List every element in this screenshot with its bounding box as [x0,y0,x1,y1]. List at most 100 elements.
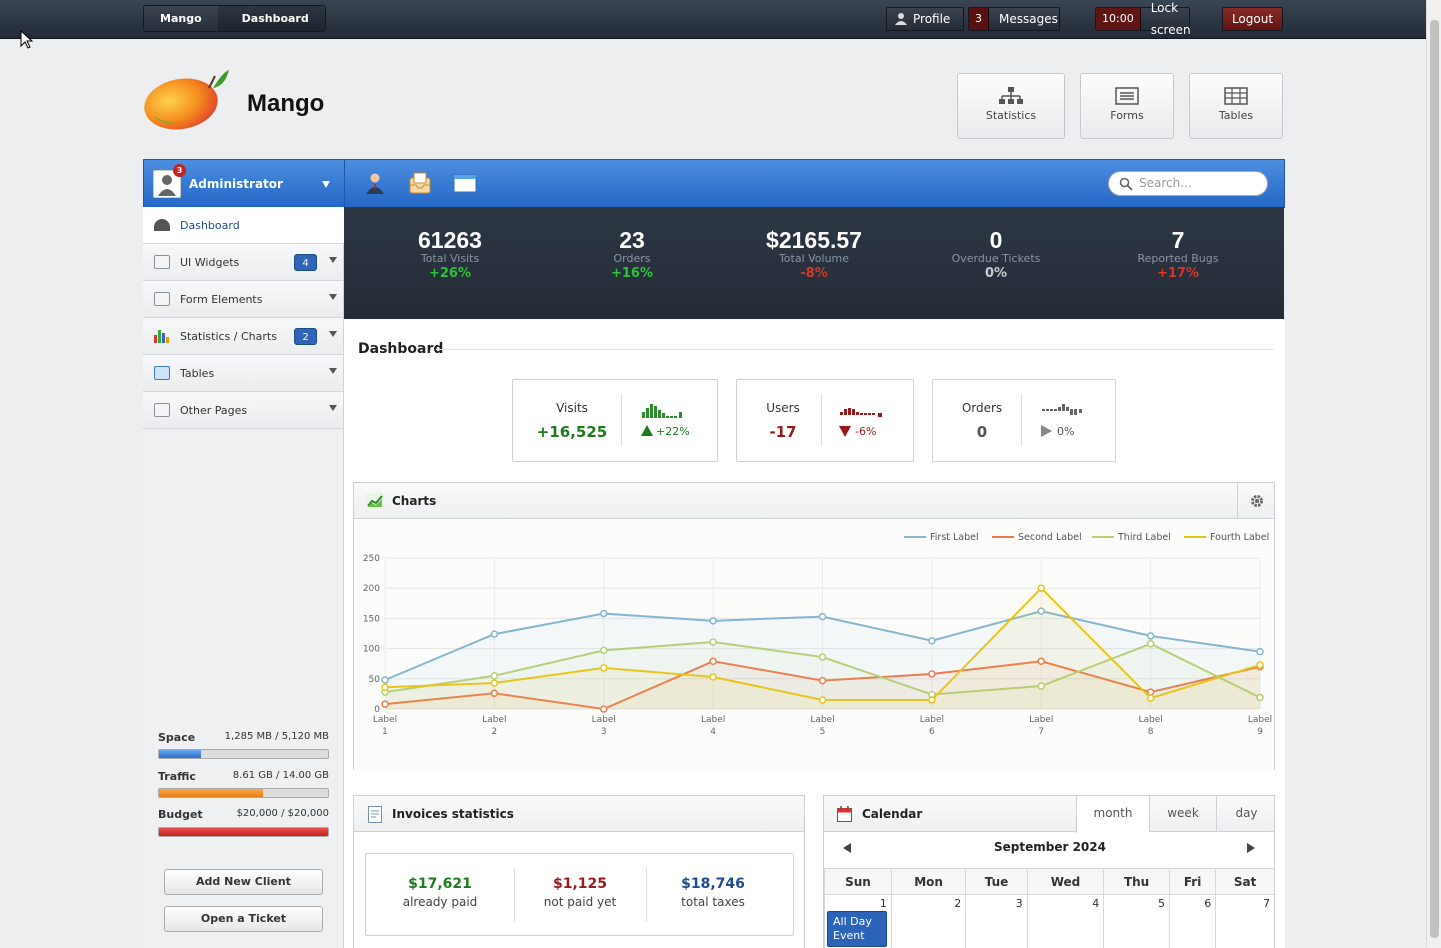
notification-badge: 3 [173,163,186,177]
tab-month[interactable]: month [1076,796,1149,833]
settings-button[interactable] [1237,483,1274,519]
data-point [709,657,717,666]
forms-quick-button[interactable]: Forms [1080,73,1174,139]
logout-button[interactable]: Logout [1222,7,1283,31]
traffic-label: Traffic [158,770,196,783]
breadcrumb-item[interactable]: Dashboard [217,6,325,31]
space-label: Space [158,731,196,744]
series-area [385,661,1260,709]
summary-stats: 61263 Total Visits +26% 23 Orders +16% $… [344,207,1284,319]
users-percent: -6% [855,425,877,438]
invoice-unpaid: $1,125 not paid yet [543,876,617,909]
x-tick-label: 8 [1148,727,1154,737]
weekday-header: Thu [1103,868,1170,895]
main-toolbar: 3 Administrator Search... [143,159,1285,208]
x-tick-label: Label [1029,715,1053,725]
sidebar-item-tables[interactable]: Tables [143,355,343,392]
messages-button[interactable]: 3 Messages [968,7,1060,31]
search-input[interactable]: Search... [1108,171,1268,196]
statistics-quick-button[interactable]: Statistics [957,73,1065,139]
main-content: Dashboard Visits +16,525 +22% Users -17 … [344,319,1285,948]
chevron-down-icon [329,257,337,263]
messages-count-badge: 3 [969,8,989,30]
stat-reported-bugs: 7 Reported Bugs +17% [1137,227,1219,281]
y-tick-label: 200 [363,584,380,594]
y-tick-label: 100 [363,645,380,655]
data-point [709,673,717,681]
tab-week[interactable]: week [1149,796,1216,832]
brand-name: Mango [247,90,325,117]
weekday-header: Tue [965,868,1028,895]
y-tick-label: 0 [374,705,380,715]
calendar-event[interactable]: All Day Event [827,911,887,947]
x-tick-label: 2 [492,727,498,737]
charts-panel-header: Charts [354,483,1274,519]
weekday-header: Mon [890,868,967,895]
calendar-panel: Calendar month week day September 2024 S… [823,795,1275,948]
data-point [1037,682,1045,690]
prev-month-icon[interactable] [843,843,851,853]
stat-total-volume: $2165.57 Total Volume -8% [766,227,862,281]
page-icon [154,403,170,417]
tab-day[interactable]: day [1216,796,1274,832]
y-tick-label: 250 [363,554,380,564]
profile-button[interactable]: Profile [886,7,964,31]
data-point [490,689,499,698]
x-tick-label: 9 [1257,727,1263,737]
legend-label: Third Label [1117,532,1171,543]
data-point [490,679,499,687]
chevron-down-icon [329,368,337,374]
calendar-day[interactable]: 3 [965,894,1028,948]
data-point [1037,584,1045,592]
scrollbar-thumb[interactable] [1430,20,1439,938]
data-point [1256,693,1264,702]
x-tick-label: Label [1248,715,1272,725]
invoices-panel-header: Invoices statistics [354,796,804,832]
sidebar-item-dashboard[interactable]: Dashboard [143,207,351,244]
user-menu[interactable]: 3 Administrator [144,160,345,207]
open-ticket-button[interactable]: Open a Ticket [164,906,323,932]
page-scrollbar[interactable] [1426,0,1441,948]
orders-percent: 0% [1057,425,1075,438]
add-new-client-button[interactable]: Add New Client [164,869,323,895]
calendar-icon [837,806,852,822]
data-point [1146,640,1155,648]
businessman-icon[interactable] [364,172,386,194]
window-icon[interactable] [453,174,477,193]
calendar-day[interactable]: 6 [1168,894,1217,948]
triangle-right-icon [1041,425,1052,437]
lock-screen-button[interactable]: 10:00 Lock screen [1095,1,1191,37]
inbox-icon[interactable] [408,172,432,194]
clock-badge: 10:00 [1096,8,1141,30]
line-chart: 0 50 100 150 200 250 Label 1 Label 2 Label 3 Label 4 L… [354,520,1274,770]
x-tick-label: 5 [820,727,826,737]
charts-panel: Charts 0 50 100 150 200 250 Label 1 Label 2 Label 3… [353,482,1275,770]
sitemap-icon [999,87,1023,104]
breadcrumb-item[interactable]: Mango [160,12,202,25]
series-area [385,641,1260,709]
sidebar-item-ui-widgets[interactable]: UI Widgets 4 [143,244,343,281]
divider [646,868,647,922]
user-name: Administrator [189,176,283,191]
sidebar-item-form-elements[interactable]: Form Elements [143,281,343,318]
top-bar: Mango Dashboard Profile 3 Messages 10:00… [0,0,1426,39]
visits-percent: +22% [656,425,690,438]
table-icon [154,366,170,380]
triangle-up-icon [641,425,653,436]
calendar-day[interactable]: 7 [1215,894,1274,948]
sidebar-item-other-pages[interactable]: Other Pages [143,392,343,429]
chevron-down-icon[interactable] [322,181,330,188]
budget-progress-bar [158,827,329,837]
x-tick-label: Label [920,715,944,725]
calendar-day[interactable]: 5 [1103,894,1170,948]
space-progress-fill [159,750,202,758]
sidebar-item-statistics-charts[interactable]: Statistics / Charts 2 [143,318,343,355]
calendar-day[interactable]: 1 All Day Event [824,894,892,948]
tables-quick-button[interactable]: Tables [1189,73,1283,139]
calendar-day[interactable]: 2 [890,894,967,948]
next-month-icon[interactable] [1247,843,1255,853]
calendar-day[interactable]: 4 [1026,894,1105,948]
budget-value: $20,000 / $20,000 [236,808,329,819]
visits-sparkline [642,404,682,418]
data-point [928,696,936,704]
